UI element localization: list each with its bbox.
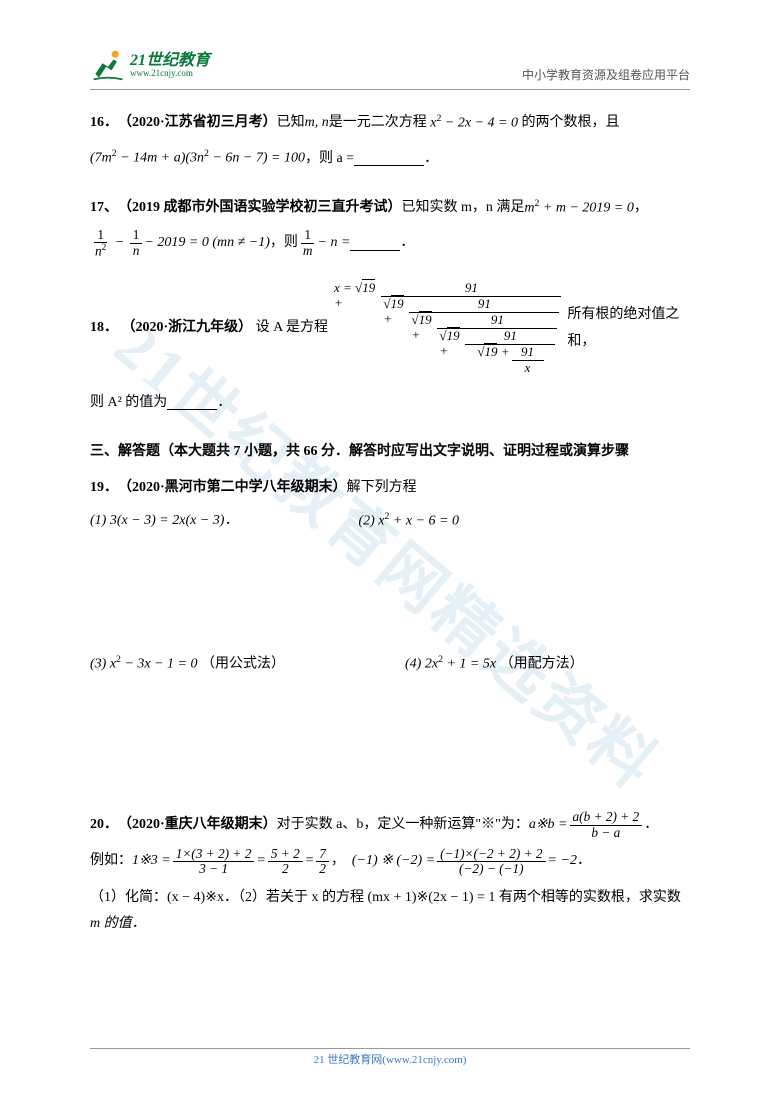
runner-icon (90, 47, 126, 83)
q16-eq1: x2 − 2x − 4 = 0 (427, 110, 522, 137)
q17-eq2: − 2019 = 0 (mn ≠ −1) (144, 230, 269, 257)
q20-number: 20． (90, 812, 118, 839)
q20-ex1-lhs: 1※3 = (132, 848, 171, 875)
q19-sub3: (3) x2 − 3x − 1 = 0 （用公式法） (90, 651, 285, 678)
header-right-text: 中小学教育资源及组卷应用平台 (522, 66, 690, 83)
q17-frac3: 1 m (300, 228, 316, 258)
frac-num: (−1)×(−2 + 2) + 2 (437, 847, 545, 863)
q16-blank (354, 152, 424, 166)
q20-ex1-frac3: 7 2 (316, 847, 329, 877)
q17-frac2: 1 n (130, 228, 143, 258)
q17-eq1: m2 + m − 2019 = 0 (524, 195, 633, 222)
frac-num: 7 (316, 847, 329, 863)
logo-url: www.21cnjy.com (130, 69, 210, 78)
q20-end2: ． (577, 848, 591, 875)
q18-blank (167, 396, 217, 410)
frac-den: n (130, 244, 143, 259)
q19-sub4: (4) 2x2 + 1 = 5x （用配方法） (405, 651, 584, 678)
q20-ex2-lhs: (−1) ※ (−2) = (352, 848, 435, 875)
frac-num: 1 (301, 228, 314, 244)
cf-den: x (523, 361, 533, 376)
q16-source: （2020·江苏省初三月考） (118, 110, 277, 137)
q16-text-4: ，则 a = (305, 146, 354, 173)
q20-source: （2020·重庆八年级期末） (118, 812, 277, 839)
question-17: 17、 （2019 成都市外国语实验学校初三直升考试） 已知实数 m，n 满足 … (90, 195, 690, 260)
q18-text-1: 设 A 是方程 (256, 320, 328, 335)
q19-sub1: (1) 3(x − 3) = 2x(x − 3)． (90, 508, 238, 535)
q20-part1: （1）化简：(x − 4)※x．（2）若关于 x 的方程 (mx + 1)※(2… (90, 885, 681, 912)
q18-tail: 所有根的绝对值之和， (567, 302, 690, 355)
q16-text-2: 是一元二次方程 (329, 110, 427, 137)
q17-number: 17、 (90, 195, 118, 222)
q17-end: ． (400, 230, 414, 257)
q17-source: （2019 成都市外国语实验学校初三直升考试） (118, 195, 402, 222)
q16-vars: m, n (305, 110, 329, 137)
frac-num: 5 + 2 (268, 847, 303, 863)
q20-part2: m 的值． (90, 911, 146, 938)
logo-title: 21世纪教育 (130, 53, 210, 69)
q20-end1: ． (644, 812, 658, 839)
q17-then: ，则 (270, 230, 298, 257)
frac-den: 2 (279, 862, 292, 877)
q20-ex2-frac: (−1)×(−2 + 2) + 2 (−2) − (−1) (437, 847, 545, 877)
footer-rule (90, 1048, 690, 1049)
q19-number: 19． (90, 475, 118, 502)
eq-sign: = (305, 848, 314, 875)
q18-continued-fraction: x = √19 + 91 √19 + 91 √19 + (334, 281, 561, 376)
content-area: 16． （2020·江苏省初三月考） 已知 m, n 是一元二次方程 x2 − … (90, 110, 690, 960)
frac-num: 1 (130, 228, 143, 244)
q20-ex2-res: = −2 (548, 848, 577, 875)
q20-ex-label: 例如： (90, 848, 132, 875)
section-3-title: 三、解答题（本大题共 7 小题，共 66 分．解答时应写出文字说明、证明过程或演… (90, 439, 690, 466)
frac-den: 3 − 1 (196, 862, 231, 877)
frac-den: m (300, 244, 316, 259)
cf-num: 91 (381, 281, 561, 297)
question-19: 19． （2020·黑河市第二中学八年级期末） 解下列方程 (1) 3(x − … (90, 475, 690, 788)
q19-sub2: (2) x2 + x − 6 = 0 (358, 508, 459, 535)
q20-ex1-frac2: 5 + 2 2 (268, 847, 303, 877)
frac-num: 1×(3 + 2) + 2 (173, 847, 255, 863)
q16-end: ． (424, 146, 438, 173)
page-footer: 21 世纪教育网(www.21cnjy.com) (0, 1051, 780, 1067)
q18-number: 18． (90, 320, 118, 335)
q20-def-frac: a(b + 2) + 2 b − a (570, 810, 643, 840)
frac-num: 1 (94, 228, 107, 244)
q20-def-lhs: a※b = (529, 812, 568, 839)
q17-frac1: 1 n2 (92, 228, 109, 260)
q18-line2: 则 A² 的值为 (90, 390, 167, 417)
q16-number: 16． (90, 110, 118, 137)
minus-sign: − (111, 230, 127, 257)
frac-den: 2 (316, 862, 329, 877)
question-20: 20． （2020·重庆八年级期末） 对于实数 a、b，定义一种新运算"※"为：… (90, 810, 690, 938)
q19-text-1: 解下列方程 (347, 475, 417, 502)
eq-sign: = (256, 848, 265, 875)
q16-text-3: 的两个数根，且 (521, 110, 619, 137)
question-18: 18． （2020·浙江九年级） 设 A 是方程 x = √19 + 91 √1… (90, 281, 690, 416)
frac-den: b − a (588, 826, 623, 841)
page-header: 21世纪教育 www.21cnjy.com 中小学教育资源及组卷应用平台 (90, 40, 690, 90)
cf-num: 91 (512, 345, 544, 361)
q17-comma1: ， (634, 195, 648, 222)
question-16: 16． （2020·江苏省初三月考） 已知 m, n 是一元二次方程 x2 − … (90, 110, 690, 173)
frac-den: n2 (92, 243, 109, 259)
q16-eq2: (7m2 − 14m + a)(3n2 − 6n − 7) = 100 (90, 145, 305, 172)
q19-source: （2020·黑河市第二中学八年级期末） (118, 475, 347, 502)
q20-text-1: 对于实数 a、b，定义一种新运算"※"为： (277, 812, 529, 839)
q18-end: ． (217, 390, 231, 417)
q20-comma: ， (331, 848, 345, 875)
q16-text-1: 已知 (277, 110, 305, 137)
q17-blank (350, 237, 400, 251)
q17-tail: − n = (318, 230, 351, 257)
frac-num: a(b + 2) + 2 (570, 810, 643, 826)
logo: 21世纪教育 www.21cnjy.com (90, 47, 210, 83)
q18-source: （2020·浙江九年级） (122, 320, 253, 335)
cf-num: 91 (465, 329, 555, 345)
frac-den: (−2) − (−1) (456, 862, 527, 877)
q17-text-1: 已知实数 m，n 满足 (402, 195, 525, 222)
q20-ex1-frac1: 1×(3 + 2) + 2 3 − 1 (173, 847, 255, 877)
